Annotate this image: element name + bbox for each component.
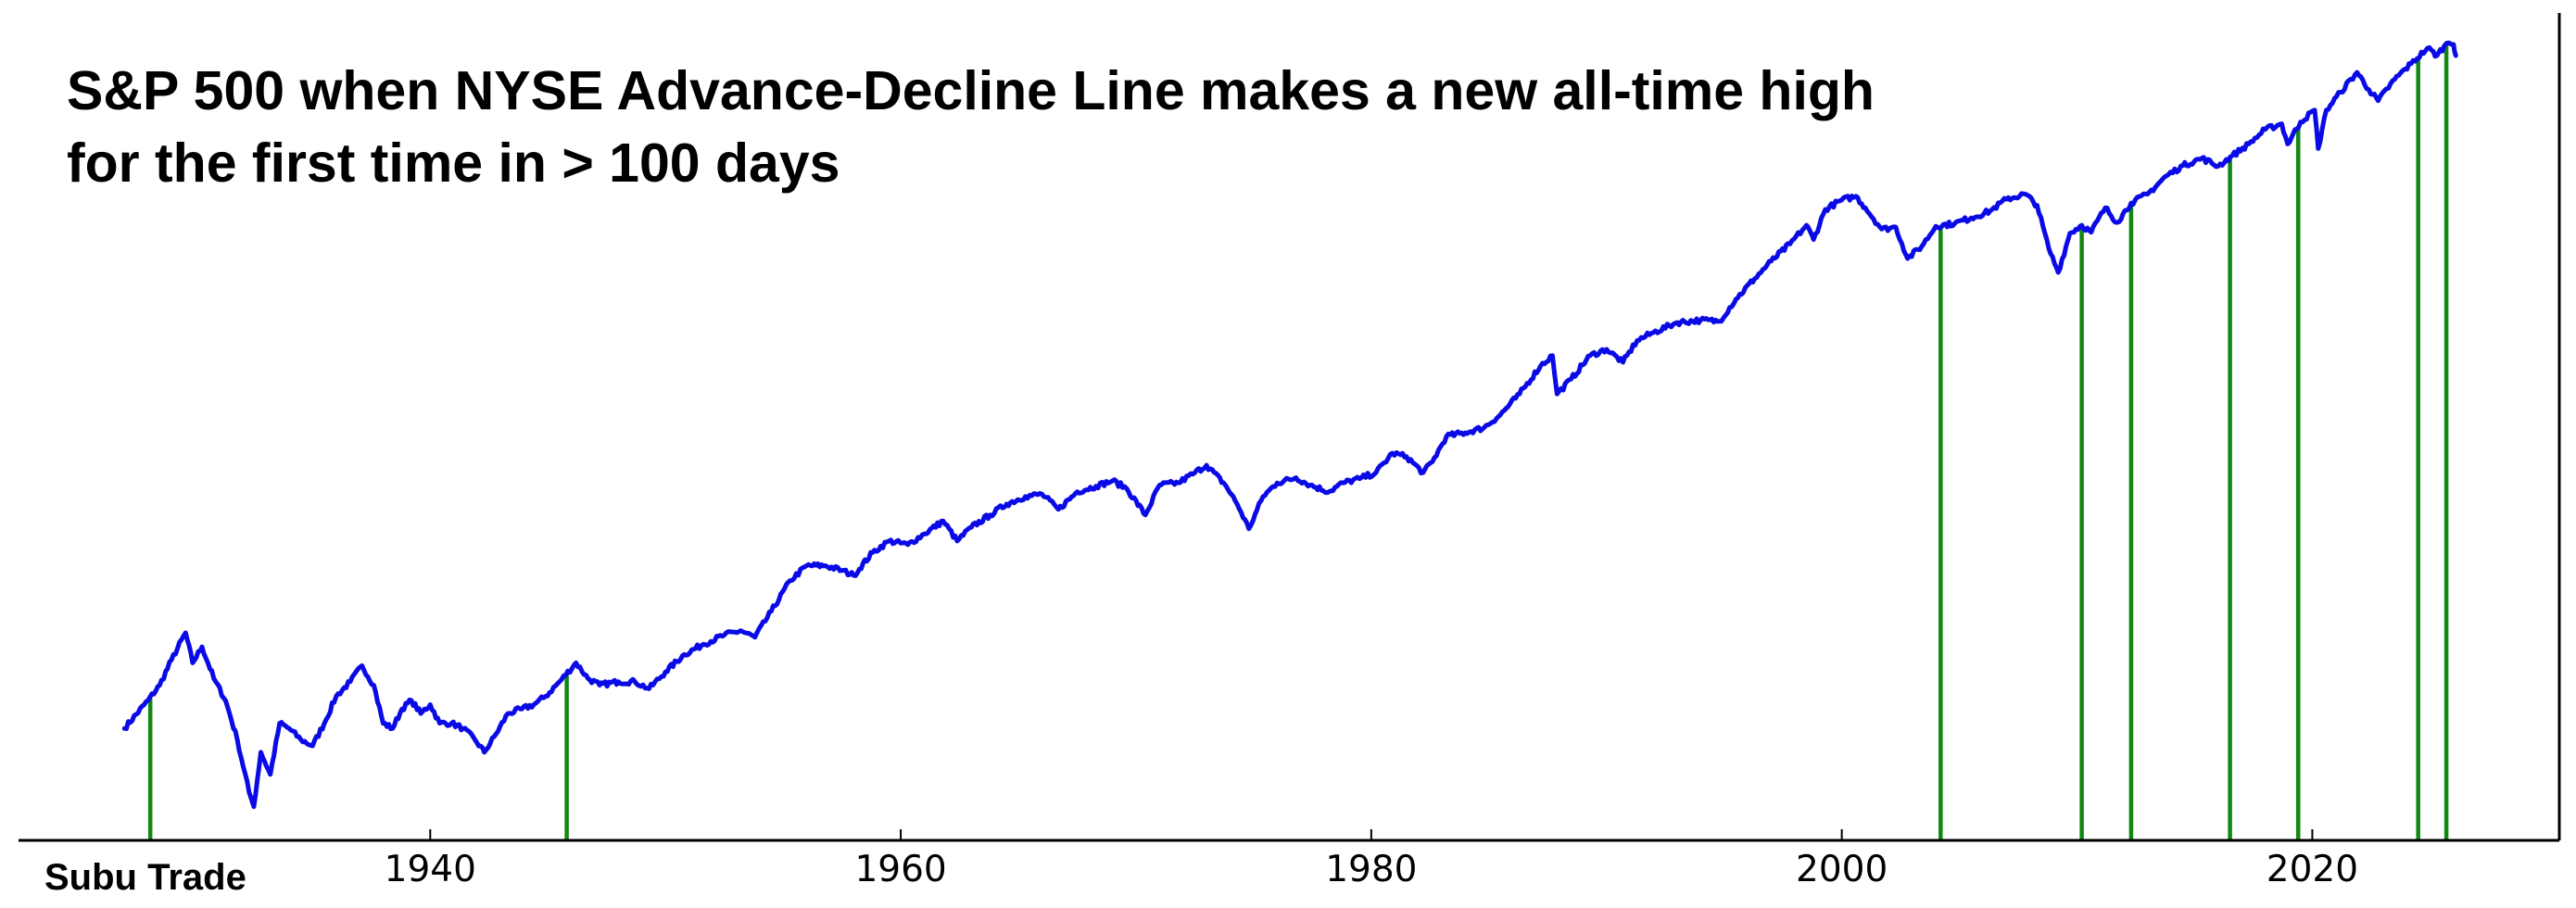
x-tick-label: 1980	[1325, 849, 1417, 890]
sp500-price-line	[121, 40, 2458, 810]
chart-title-line-2: for the first time in > 100 days	[67, 132, 840, 194]
x-tick-label: 2020	[2267, 849, 2358, 890]
x-tick-label: 2000	[1796, 849, 1888, 890]
x-tick-label: 1960	[854, 849, 946, 890]
signal-lines	[147, 44, 2449, 840]
x-tick-label: 1940	[385, 849, 476, 890]
chart-title-line-1: S&P 500 when NYSE Advance-Decline Line m…	[67, 60, 1875, 121]
x-axis-ticks: 1940 1960 1980 2000 2020	[385, 829, 2358, 890]
subu-trade-watermark: Subu Trade	[44, 857, 246, 898]
